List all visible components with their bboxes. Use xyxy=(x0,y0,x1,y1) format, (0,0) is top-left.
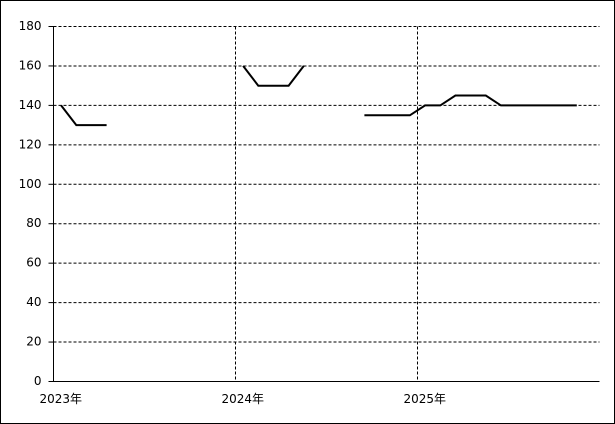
series-line xyxy=(60,65,577,127)
y-tick-label: 80 xyxy=(26,216,41,230)
y-tick-label: 180 xyxy=(19,19,42,33)
y-tick-label: 140 xyxy=(19,98,42,112)
y-tick-label: 100 xyxy=(19,177,42,191)
y-tick-label: 0 xyxy=(34,374,42,388)
y-tick-label: 120 xyxy=(19,137,42,151)
x-tick-label: 2025年 xyxy=(404,392,447,406)
y-tick-label: 160 xyxy=(19,58,42,72)
y-tick-label: 40 xyxy=(26,295,41,309)
x-tick-label: 2023年 xyxy=(40,392,83,406)
y-tick-label: 60 xyxy=(26,256,41,270)
x-tick-label: 2024年 xyxy=(222,392,265,406)
y-tick-label: 20 xyxy=(26,335,41,349)
